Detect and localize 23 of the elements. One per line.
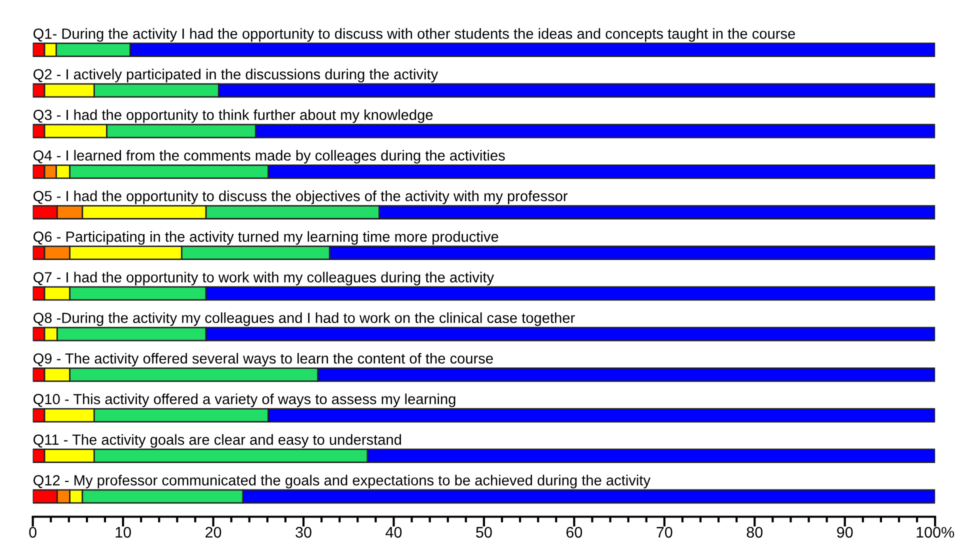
y-tick-label: Q8 -During the activity my colleagues and I had to work on the clinical case together (34, 312, 575, 326)
y-tick-label: Q3 - I had the opportunity to think further about my knowledge (34, 109, 433, 123)
x-tick-label: 30 (296, 526, 312, 538)
y-tick-label: Q6 - Participating in the activity turned my learning time more productive (34, 231, 498, 245)
x-tick-label: 70 (656, 526, 672, 538)
y-tick-label: Q5 - I had the opportunity to discuss the objectives of the activity with my professor (34, 190, 568, 204)
y-tick-label: Q1- During the activity I had the opportunity to discuss with other students the ideas and concepts taught in the course (34, 28, 795, 42)
y-tick-label: Q9 - The activity offered several ways to learn the content of the course (34, 352, 493, 367)
x-tick-label: 20 (206, 526, 222, 538)
x-tick-label: 10 (116, 526, 131, 538)
y-tick-label: Q2 - I actively participated in the discussions during the activity (34, 68, 438, 82)
x-tick-label: 50 (476, 526, 492, 538)
y-tick-label: Q12 - My professor communicated the goals and expectations to be achieved during the activity (34, 474, 650, 488)
x-tick-label: 80 (746, 526, 763, 538)
y-tick-label: Q7 - I had the opportunity to work with my colleagues during the activity (34, 272, 494, 286)
y-tick-label: Q4 - I learned from the comments made by colleages during the activities (34, 150, 505, 164)
y-tick-label: Q11 - The activity goals are clear and easy to understand (34, 434, 401, 448)
x-tick-label: 60 (566, 526, 582, 538)
x-tick-label: 90 (837, 526, 853, 538)
x-tick-label: 100% (916, 526, 954, 538)
y-tick-label: Q10 - This activity offered a variety of ways to assess my learning (34, 394, 456, 408)
x-tick-label: 0 (29, 526, 36, 538)
x-tick-label: 40 (386, 526, 402, 538)
